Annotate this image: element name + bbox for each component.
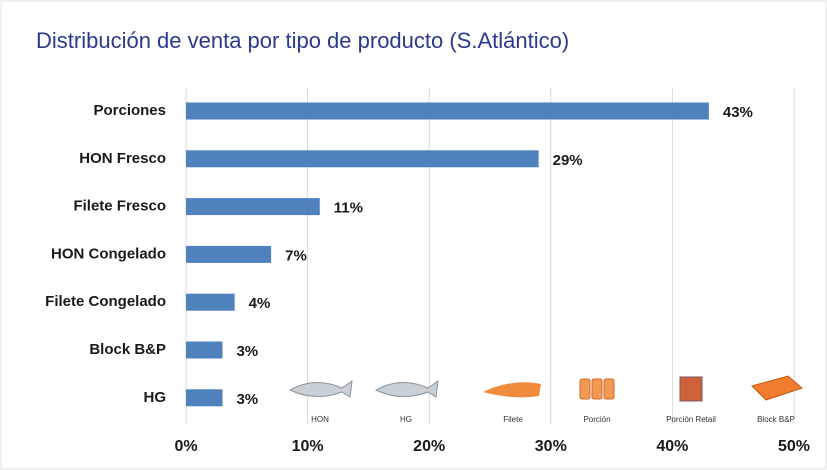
chart-title: Distribución de venta por tipo de produc… [36,28,569,53]
x-tick-label: 20% [413,438,445,455]
product-icon [592,379,602,399]
bar [186,246,271,263]
bar [186,150,539,167]
bar [186,294,235,311]
value-label: 3% [236,343,258,360]
value-label: 7% [285,247,307,264]
x-tick-label: 10% [292,438,324,455]
category-label: Porciones [93,102,166,119]
product-icon-label: HON [311,415,329,424]
bar [186,103,709,120]
category-label: Filete Congelado [45,293,166,310]
product-icon-label: Filete [503,415,523,424]
product-icon [604,379,614,399]
product-icon-label: Porción [583,415,610,424]
category-label: Filete Fresco [73,198,166,215]
x-tick-label: 30% [535,438,567,455]
product-icon [680,377,702,401]
x-tick-label: 0% [174,438,197,455]
value-label: 11% [334,200,363,217]
product-icon-label: Block B&P [757,415,795,424]
chart: Distribución de venta por tipo de produc… [0,0,827,470]
category-label: HON Fresco [79,150,166,167]
x-tick-label: 50% [778,438,810,455]
bar [186,198,320,215]
value-label: 3% [236,391,258,408]
bar [186,342,222,359]
value-label: 43% [723,104,753,121]
value-label: 29% [553,152,583,169]
product-icon-label: Porción Retail [666,415,716,424]
category-label: Block B&P [89,341,166,358]
bar [186,389,222,406]
product-icon [580,379,590,399]
category-label: HON Congelado [51,245,166,262]
category-label: HG [144,389,167,406]
value-label: 4% [249,295,271,312]
product-icon-label: HG [400,415,412,424]
x-tick-label: 40% [656,438,688,455]
